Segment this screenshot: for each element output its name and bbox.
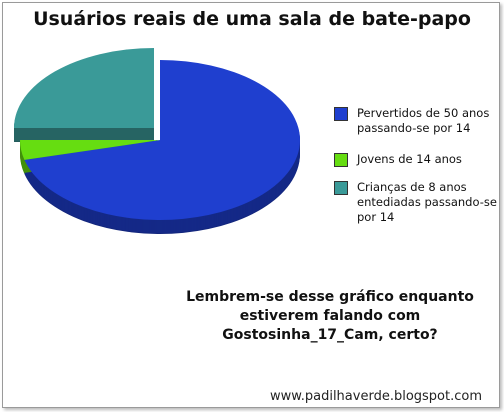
legend-label: Pervertidos de 50 anos passando-se por 1… <box>357 106 490 135</box>
legend-swatch <box>334 181 348 195</box>
legend-label: Jovens de 14 anos <box>357 152 462 166</box>
legend-swatch <box>334 153 348 167</box>
chart-title: Usuários reais de uma sala de bate-papo <box>33 8 471 30</box>
watermark: www.padilhaverde.blogspot.com <box>270 389 482 404</box>
slice <box>24 60 301 220</box>
legend-item: Pervertidos de 50 anos passando-se por 1… <box>334 106 497 136</box>
legend-item: Crianças de 8 anos entediadas passando-s… <box>334 180 497 225</box>
legend-label: Crianças de 8 anos entediadas passando-s… <box>357 180 497 224</box>
legend-swatch <box>334 107 348 121</box>
legend-item: Jovens de 14 anos <box>334 152 497 167</box>
caption: Lembrem-se desse gráfico enquanto estive… <box>186 289 474 343</box>
slice <box>14 48 154 128</box>
slice <box>20 140 160 160</box>
